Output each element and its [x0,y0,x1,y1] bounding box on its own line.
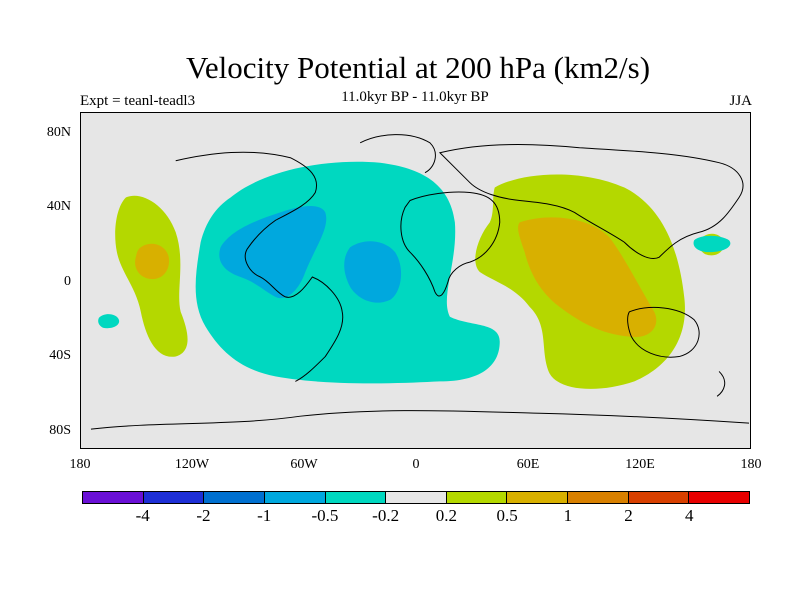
colorbar-box [325,492,387,503]
negative-core-equatorial-atlantic [344,241,402,303]
colorbar-label: -0.2 [372,506,400,525]
negative-region-southeast-pacific [98,314,120,329]
lon-label-180w: 180 [69,457,91,472]
contour-map [90,134,750,430]
colorbar-label: 2 [624,506,633,525]
negative-region-west-pacific [693,235,731,253]
lon-label-0: 0 [412,457,420,472]
experiment-label: Expt = teanl-teadl3 [80,93,196,109]
colorbar-label: 0.5 [496,506,518,525]
coastlines [90,134,750,430]
colorbar-box [83,492,144,503]
colorbar-box [689,492,750,503]
lon-label-180e: 180 [740,457,762,472]
lon-label-60e: 60E [516,457,540,472]
colorbar-label: 0.2 [435,506,457,525]
lat-label-80n: 80N [46,125,71,140]
positive-core-central-pacific [135,243,170,280]
colorbar-box [386,492,447,503]
negative-core-caribbean [219,206,327,299]
colorbar-label: 4 [685,506,694,525]
positive-core-indian-ocean [518,217,657,338]
lon-label-120w: 120W [174,457,210,472]
colorbar-box [143,492,205,503]
colorbar-box [264,492,326,503]
colorbar-box [568,492,629,503]
colorbar-label: -0.5 [311,506,339,525]
lat-label-80s: 80S [49,423,71,438]
map-title: Velocity Potential at 200 hPa (km2/s) [185,50,651,85]
colorbar-box [446,492,508,503]
lat-label-40s: 40S [49,348,71,363]
lat-label-40n: 40N [46,199,71,214]
colorbar-box [507,492,569,503]
map-plot-area [80,112,751,449]
map-subtitle: 11.0kyr BP - 11.0kyr BP [341,89,489,105]
colorbar-box [204,492,265,503]
colorbar-box [628,492,690,503]
colorbar-label: -1 [257,506,272,525]
colorbar-label: -4 [135,506,150,525]
lat-label-0: 0 [64,274,71,289]
colorbar-label: -2 [196,506,211,525]
lon-label-60w: 60W [290,457,318,472]
lon-label-120e: 120E [625,457,655,472]
colorbar [82,491,750,504]
colorbar-label: 1 [563,506,573,525]
season-label: JJA [729,93,752,109]
